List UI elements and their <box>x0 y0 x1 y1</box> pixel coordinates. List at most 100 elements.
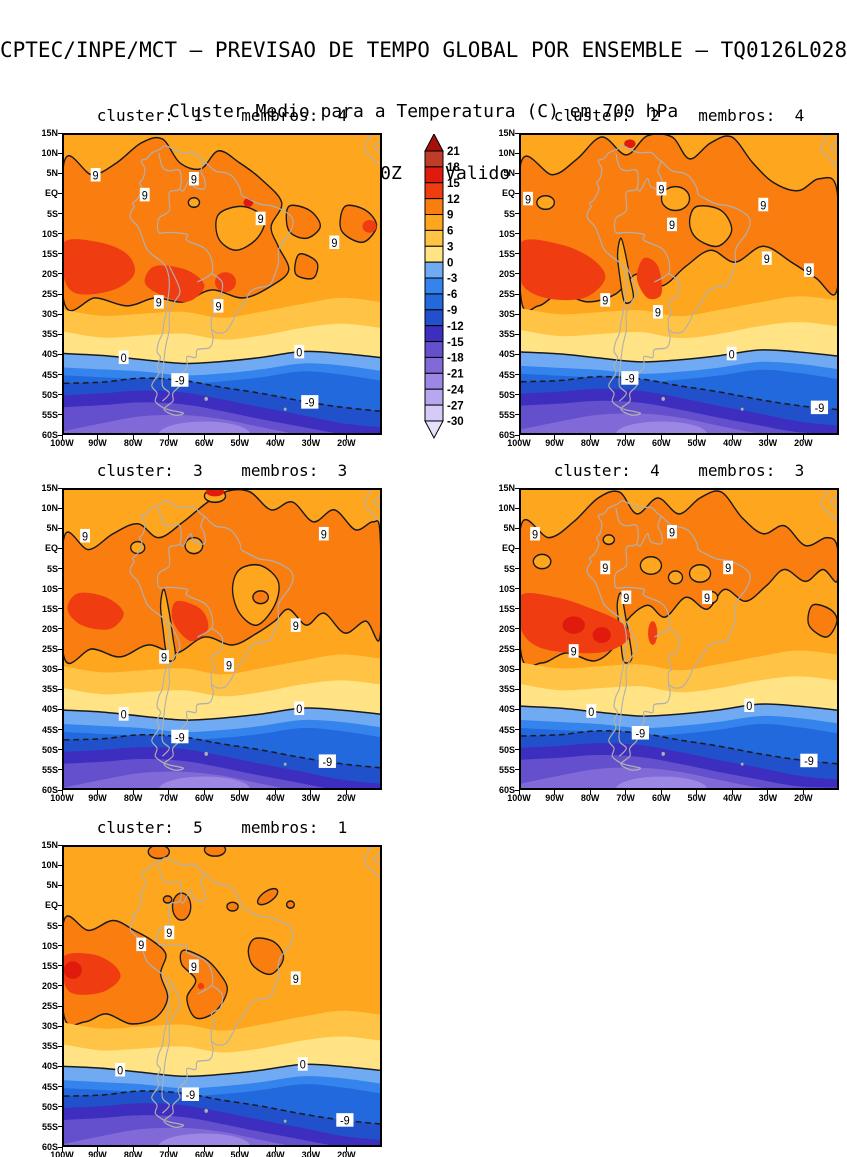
y-tick-label: 10S <box>41 583 58 594</box>
x-tick-mark <box>97 790 99 795</box>
y-tick-mark <box>515 374 520 376</box>
svg-text:9: 9 <box>293 972 299 986</box>
y-tick-label: 40S <box>41 704 58 715</box>
y-tick-mark <box>58 374 63 376</box>
x-tick-label: 50W <box>230 793 250 803</box>
y-tick-mark <box>515 253 520 255</box>
y-tick-mark <box>515 394 520 396</box>
x-tick-label: 80W <box>123 793 143 803</box>
x-tick-mark <box>554 435 556 440</box>
svg-text:9: 9 <box>293 619 299 633</box>
legend-cell--15 <box>424 341 444 358</box>
y-tick-mark <box>515 487 520 489</box>
y-tick-mark <box>515 293 520 295</box>
x-tick-label: 100W <box>50 438 74 448</box>
x-tick-mark <box>696 790 698 795</box>
legend-cell--21 <box>424 372 444 390</box>
panel-title-2: cluster: 2 membros: 4 <box>553 106 805 125</box>
y-tick-label: 15N <box>498 483 515 493</box>
svg-text:9: 9 <box>669 526 675 540</box>
y-tick-mark <box>58 1065 63 1067</box>
x-tick-label: 20W <box>337 1150 356 1157</box>
y-tick-label: 25S <box>41 1001 58 1012</box>
y-tick-mark <box>58 985 63 987</box>
y-tick-label: 35S <box>41 1041 58 1052</box>
legend-label: 21 <box>447 146 460 158</box>
y-tick-mark <box>58 864 63 866</box>
legend-cell-6 <box>424 229 444 247</box>
y-tick-mark <box>515 568 520 570</box>
y-tick-label: 45S <box>41 1081 58 1092</box>
y-tick-label: 30S <box>41 309 58 320</box>
y-tick-mark <box>58 769 63 771</box>
legend-label: -6 <box>447 289 457 301</box>
y-tick-mark <box>515 749 520 751</box>
y-tick-label: 45S <box>41 369 58 380</box>
y-tick-mark <box>58 588 63 590</box>
y-tick-mark <box>58 688 63 690</box>
legend-arrow-top <box>424 132 444 152</box>
x-tick-mark <box>97 1147 99 1152</box>
x-tick-mark <box>203 790 205 795</box>
main-title: CPTEC/INPE/MCT – PREVISAO DE TEMPO GLOBA… <box>0 38 847 62</box>
y-tick-mark <box>515 708 520 710</box>
svg-text:-9: -9 <box>186 1088 196 1102</box>
x-tick-mark <box>696 435 698 440</box>
x-tick-label: 70W <box>159 1150 178 1157</box>
y-tick-label: 5N <box>46 880 58 891</box>
svg-text:0: 0 <box>117 1064 123 1078</box>
cluster-panel-4: cluster: 4 membros: 3 9 9 9 9 9 9 9 0 0 -9 -9 15N 10N… <box>498 461 839 803</box>
y-tick-mark <box>58 945 63 947</box>
x-tick-mark <box>625 435 627 440</box>
y-tick-label: 50S <box>41 1101 58 1112</box>
color-legend: 21 18 15 12 9 6 3 0 -3 -6 -9 -12 -15 -18 -21 -24 -27 -30 <box>424 132 484 442</box>
y-tick-label: 50S <box>498 744 515 755</box>
contour-labels: 9 9 9 9 9 9 9 9 0 -9 -9 <box>523 181 829 416</box>
x-tick-label: 20W <box>337 793 356 803</box>
x-tick-label: 80W <box>123 1150 143 1157</box>
y-tick-label: 50S <box>498 389 515 400</box>
x-tick-label: 20W <box>337 438 356 448</box>
y-tick-label: 30S <box>498 309 515 320</box>
svg-text:9: 9 <box>658 183 664 197</box>
x-tick-mark <box>554 790 556 795</box>
panel-title-5: cluster: 5 membros: 1 <box>96 818 348 837</box>
y-tick-label: 15N <box>498 128 515 138</box>
y-tick-mark <box>58 434 63 436</box>
contour-labels: 9 9 9 9 9 9 9 0 0 -9 -9 <box>90 167 340 410</box>
y-tick-label: 5N <box>46 523 58 534</box>
y-tick-label: 5S <box>46 208 58 219</box>
x-tick-mark <box>203 1147 205 1152</box>
svg-text:-9: -9 <box>815 402 825 416</box>
y-tick-mark <box>58 904 63 906</box>
y-tick-label: 10N <box>498 148 515 159</box>
legend-cell--24 <box>424 388 444 406</box>
x-tick-label: 30W <box>301 438 321 448</box>
svg-text:9: 9 <box>138 939 144 953</box>
map-cluster-4: 9 9 9 9 9 9 9 0 0 -9 -9 <box>519 488 839 790</box>
y-tick-label: 55S <box>498 409 515 420</box>
y-tick-label: 15S <box>41 248 58 259</box>
x-tick-mark <box>310 790 312 795</box>
x-tick-mark <box>767 790 769 795</box>
svg-text:9: 9 <box>258 213 264 227</box>
y-tick-label: 15S <box>41 603 58 614</box>
x-tick-mark <box>239 790 241 795</box>
y-tick-mark <box>58 394 63 396</box>
y-tick-label: 30S <box>41 664 58 675</box>
y-tick-mark <box>515 608 520 610</box>
x-tick-label: 50W <box>687 438 707 448</box>
x-tick-mark <box>802 435 804 440</box>
y-tick-mark <box>58 527 63 529</box>
x-tick-mark <box>731 790 733 795</box>
y-tick-label: 40S <box>498 704 515 715</box>
svg-text:9: 9 <box>623 591 629 605</box>
y-tick-mark <box>58 547 63 549</box>
x-tick-mark <box>168 790 170 795</box>
y-tick-mark <box>58 1146 63 1148</box>
y-tick-mark <box>515 507 520 509</box>
x-tick-label: 80W <box>580 793 600 803</box>
svg-text:9: 9 <box>760 199 766 213</box>
y-tick-mark <box>515 688 520 690</box>
legend-arrow-bottom <box>424 420 444 440</box>
